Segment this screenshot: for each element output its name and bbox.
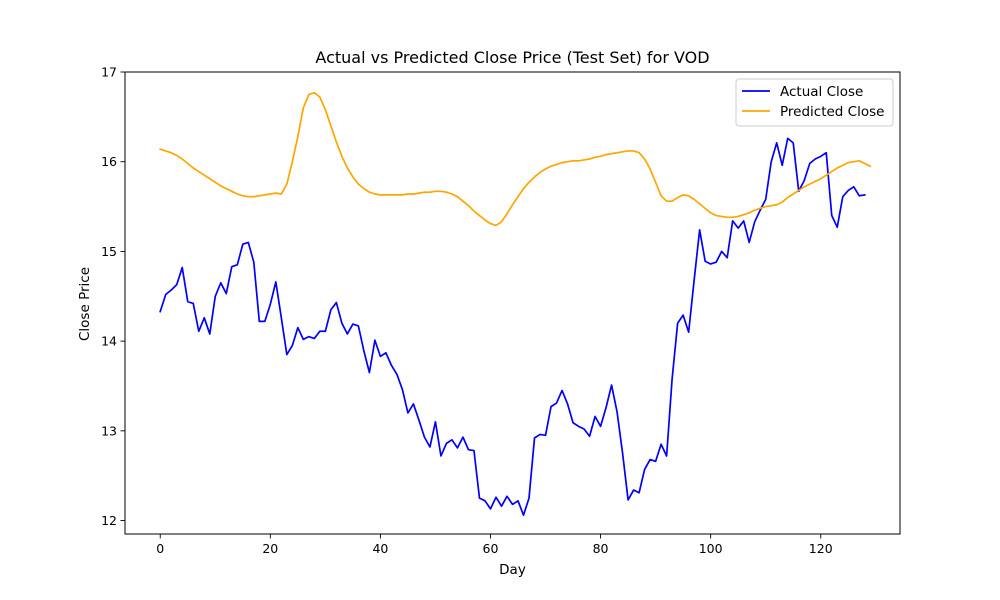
plot-area <box>159 91 872 517</box>
y-tick-label: 17 <box>101 65 117 80</box>
legend-label-actual-close: Actual Close <box>780 84 863 100</box>
y-tick-label: 13 <box>101 423 117 438</box>
legend: Actual Close Predicted Close <box>735 78 894 127</box>
x-axis-label: Day <box>499 562 526 578</box>
series-line-predicted-close <box>159 91 872 227</box>
legend-label-predicted-close: Predicted Close <box>780 104 884 120</box>
y-tick-label: 12 <box>101 513 117 528</box>
series-line-actual-close <box>159 137 866 517</box>
x-tick-label: 120 <box>809 541 833 556</box>
x-tick-label: 100 <box>699 541 723 556</box>
y-tick-label: 16 <box>101 154 117 169</box>
plot-frame <box>124 71 901 535</box>
y-tick-label: 14 <box>101 334 117 349</box>
x-axis: 0 20 40 60 80 100 120 <box>156 534 833 556</box>
x-tick-label: 20 <box>262 541 278 556</box>
chart-title: Actual vs Predicted Close Price (Test Se… <box>315 48 709 67</box>
y-tick-label: 15 <box>101 244 117 259</box>
x-tick-label: 40 <box>372 541 388 556</box>
y-axis: 12 13 14 15 16 17 <box>101 65 125 528</box>
x-tick-label: 80 <box>593 541 609 556</box>
x-tick-label: 0 <box>156 541 164 556</box>
y-axis-label: Close Price <box>77 267 93 341</box>
legend-box <box>735 78 894 127</box>
x-tick-label: 60 <box>483 541 499 556</box>
